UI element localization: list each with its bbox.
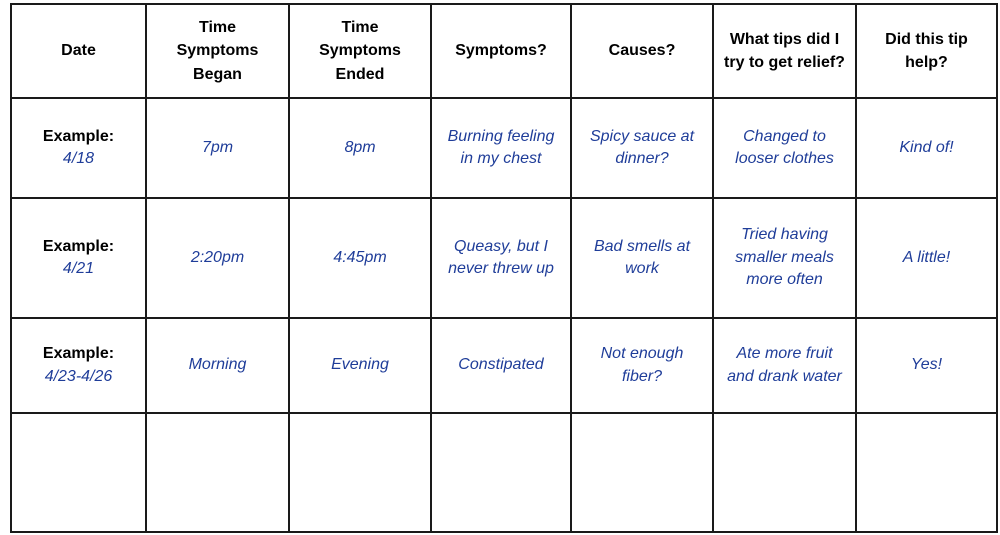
- cell-time-began: 7pm: [145, 97, 290, 199]
- cell-tips: Changed to looser clothes: [712, 97, 857, 199]
- cell-date: Example: 4/18: [10, 97, 147, 199]
- cell-helped: Yes!: [855, 317, 998, 414]
- cell-time-began: 2:20pm: [145, 197, 290, 319]
- date-value: 4/21: [62, 260, 95, 277]
- cell-tips: Tried having smaller meals more often: [712, 197, 857, 319]
- table-row-empty: [10, 412, 998, 533]
- header-symptoms: Symptoms?: [430, 3, 572, 99]
- empty-cell-symptoms[interactable]: [430, 412, 572, 533]
- cell-date: Example: 4/23-4/26: [10, 317, 147, 414]
- cell-causes: Bad smells at work: [570, 197, 714, 319]
- cell-symptoms: Queasy, but I never threw up: [430, 197, 572, 319]
- cell-helped: Kind of!: [855, 97, 998, 199]
- empty-cell-tips[interactable]: [712, 412, 857, 533]
- cell-symptoms: Constipated: [430, 317, 572, 414]
- date-value: 4/18: [62, 150, 95, 167]
- cell-time-ended: Evening: [288, 317, 432, 414]
- cell-tips: Ate more fruit and drank water: [712, 317, 857, 414]
- empty-cell-time-began[interactable]: [145, 412, 290, 533]
- empty-cell-causes[interactable]: [570, 412, 714, 533]
- header-date: Date: [10, 3, 147, 99]
- table-row: Example: 4/21 2:20pm 4:45pm Queasy, but …: [10, 197, 998, 319]
- cell-helped: A little!: [855, 197, 998, 319]
- cell-time-ended: 4:45pm: [288, 197, 432, 319]
- header-helped: Did this tip help?: [855, 3, 998, 99]
- header-tips: What tips did I try to get relief?: [712, 3, 857, 99]
- table-row: Example: 4/23-4/26 Morning Evening Const…: [10, 317, 998, 414]
- empty-cell-helped[interactable]: [855, 412, 998, 533]
- cell-date: Example: 4/21: [10, 197, 147, 319]
- header-time-ended: Time Symptoms Ended: [288, 3, 432, 99]
- example-label: Example:: [42, 345, 115, 363]
- cell-time-began: Morning: [145, 317, 290, 414]
- empty-cell-time-ended[interactable]: [288, 412, 432, 533]
- cell-causes: Spicy sauce at dinner?: [570, 97, 714, 199]
- header-row: Date Time Symptoms Began Time Symptoms E…: [10, 3, 998, 99]
- header-causes: Causes?: [570, 3, 714, 99]
- example-label: Example:: [42, 237, 115, 255]
- empty-cell-date[interactable]: [10, 412, 147, 533]
- symptom-tracker-table: Date Time Symptoms Began Time Symptoms E…: [10, 3, 998, 533]
- cell-time-ended: 8pm: [288, 97, 432, 199]
- cell-symptoms: Burning feeling in my chest: [430, 97, 572, 199]
- header-time-began: Time Symptoms Began: [145, 3, 290, 99]
- cell-causes: Not enough fiber?: [570, 317, 714, 414]
- table-row: Example: 4/18 7pm 8pm Burning feeling in…: [10, 97, 998, 199]
- date-value: 4/23-4/26: [44, 367, 113, 385]
- example-label: Example:: [42, 127, 115, 145]
